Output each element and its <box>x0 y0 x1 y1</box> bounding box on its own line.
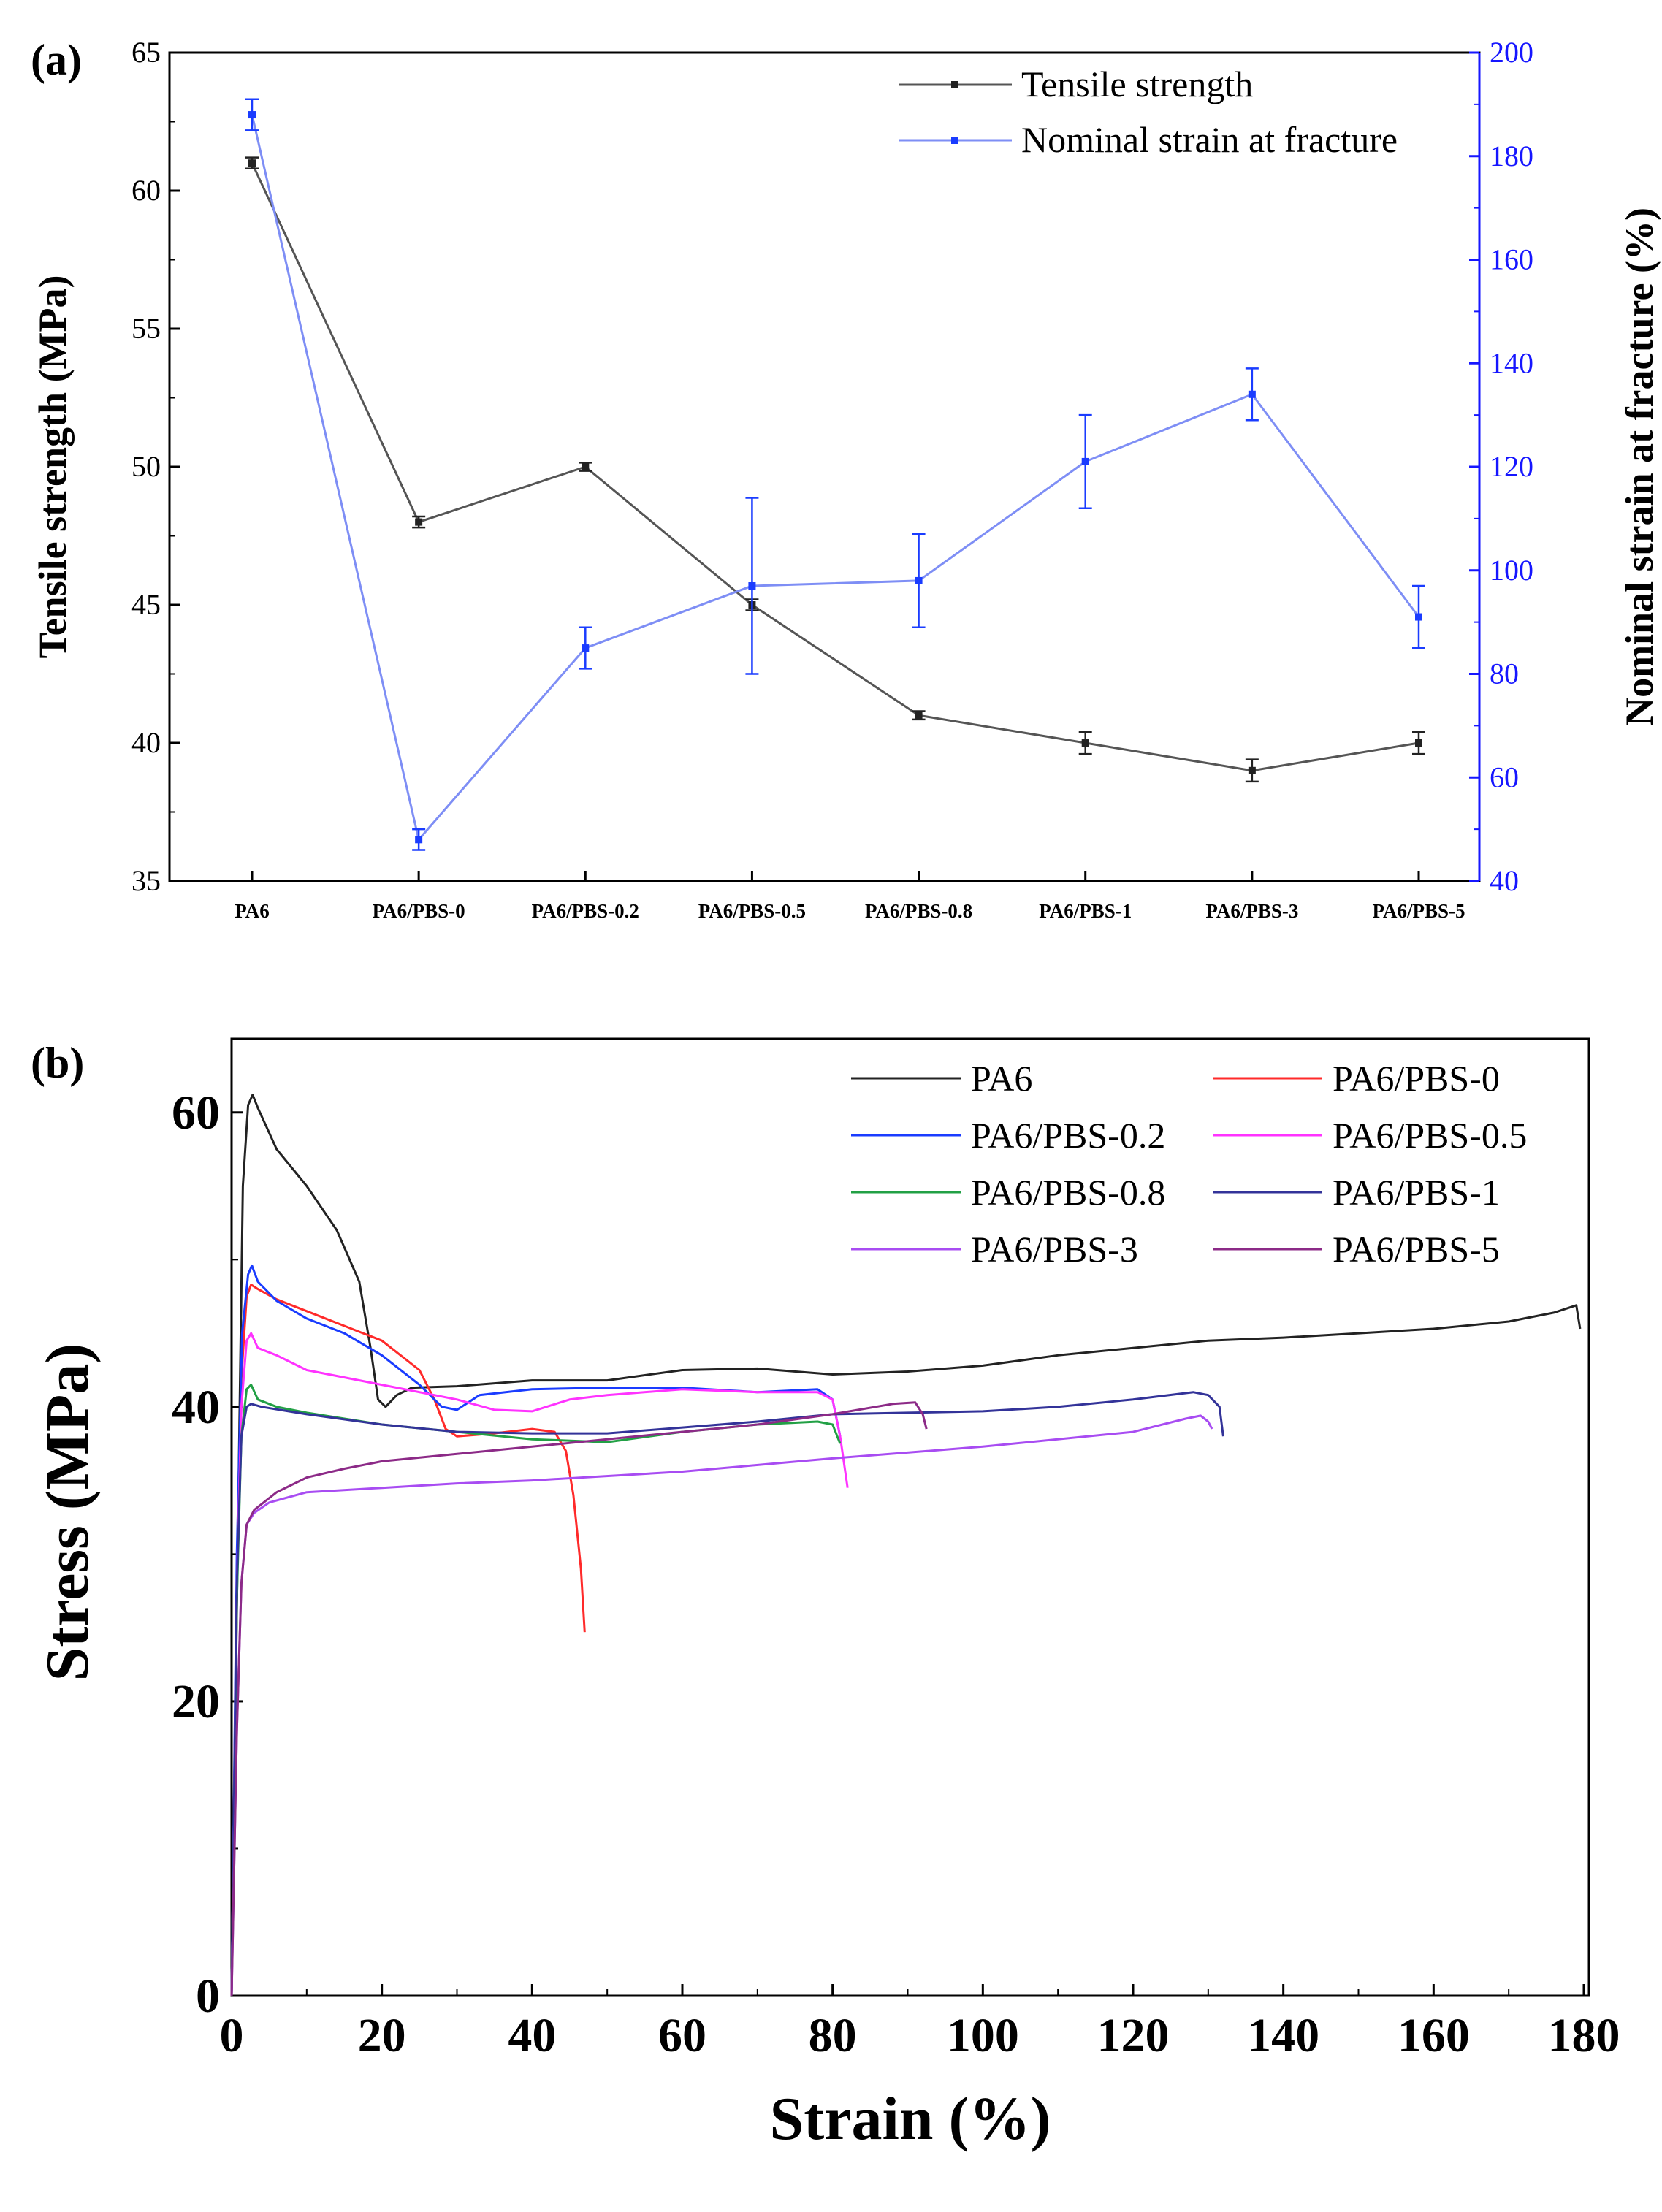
tensile-point <box>248 159 256 167</box>
legend-label-pa6-pbs-0: PA6/PBS-0 <box>1333 1058 1500 1099</box>
strain-point <box>1415 613 1422 621</box>
strain-point <box>748 582 756 590</box>
panel-b-frame <box>230 1037 1590 1997</box>
strain-x-tick-label: 180 <box>1548 2009 1620 2062</box>
legend-strain-marker <box>951 137 958 144</box>
stress-strain-curves <box>230 1094 1582 1996</box>
legend-label-pa6-pbs-5: PA6/PBS-5 <box>1333 1229 1500 1270</box>
right-y-tick-label: 160 <box>1490 243 1533 276</box>
strain-x-tick-label: 20 <box>358 2009 406 2062</box>
tensile-point <box>582 463 590 470</box>
strain-x-tick-label: 100 <box>947 2009 1019 2062</box>
legend-label-pa6-pbs-0-2: PA6/PBS-0.2 <box>971 1115 1165 1156</box>
strain-x-tick-label: 0 <box>220 2009 244 2062</box>
legend-label-pa6: PA6 <box>971 1058 1032 1099</box>
strain-point <box>1248 390 1256 398</box>
strain-x-tick-label: 40 <box>508 2009 556 2062</box>
legend-strain-label: Nominal strain at fracture <box>1021 119 1398 160</box>
legend-tensile-marker <box>951 81 958 88</box>
stress-y-tick-label: 60 <box>172 1086 220 1140</box>
panel-b-legend: PA6 PA6/PBS-0 PA6/PBS-0.2 PA6/PBS-0.5 PA6/PB… <box>851 1058 1527 1270</box>
left-y-axis: 35 40 45 50 55 60 65 <box>131 36 180 897</box>
right-y-tick-label: 120 <box>1490 450 1533 483</box>
tensile-point <box>1248 766 1256 774</box>
strain-x-tick-label: 60 <box>658 2009 706 2062</box>
strain-x-tick-label: 160 <box>1398 2009 1470 2062</box>
x-category-label: PA6/PBS-0.5 <box>698 900 806 922</box>
left-y-tick-label: 35 <box>131 864 161 897</box>
x-category-label: PA6/PBS-3 <box>1205 900 1298 922</box>
tensile-point <box>1415 739 1422 747</box>
strain-point <box>248 111 256 119</box>
left-y-tick-label: 45 <box>131 588 161 621</box>
strain-point <box>1081 457 1089 465</box>
legend-tensile-label: Tensile strength <box>1021 64 1253 104</box>
strain-x-axis: 0 20 40 60 80 100 120 140 160 180 <box>220 1984 1620 2062</box>
panel-a-label: (a) <box>31 36 82 84</box>
stress-y-axis-title: Stress (MPa) <box>34 1343 102 1682</box>
legend-label-pa6-pbs-1: PA6/PBS-1 <box>1333 1172 1500 1213</box>
series-tensile-strength <box>245 156 1425 783</box>
tensile-point <box>415 518 423 526</box>
curve-pa6-pbs-5 <box>230 1401 928 1996</box>
tensile-point <box>915 712 923 720</box>
legend-label-pa6-pbs-0-8: PA6/PBS-0.8 <box>971 1172 1165 1213</box>
right-y-tick-label: 100 <box>1490 554 1533 587</box>
stress-y-axis: 0 20 40 60 <box>172 1086 243 2023</box>
right-y-tick-label: 200 <box>1490 36 1533 69</box>
panel-b: (b) 0 20 40 60 0 20 40 60 80 100 120 140 160 180 Str… <box>31 1037 1620 2153</box>
strain-x-tick-label: 120 <box>1097 2009 1170 2062</box>
tensile-point <box>1081 739 1089 747</box>
strain-point <box>415 836 423 844</box>
right-y-axis: 40 60 80 100 120 140 160 180 200 <box>1469 36 1533 897</box>
category-x-axis: PA6 PA6/PBS-0 PA6/PBS-0.2 PA6/PBS-0.5 PA6/PB… <box>235 871 1465 922</box>
strain-line <box>251 114 1420 842</box>
strain-x-tick-label: 140 <box>1247 2009 1319 2062</box>
stress-y-tick-label: 20 <box>172 1675 220 1728</box>
x-category-label: PA6/PBS-0 <box>373 900 465 922</box>
strain-x-axis-title: Strain (%) <box>770 2085 1051 2153</box>
panel-b-label: (b) <box>31 1039 84 1087</box>
series-nominal-strain <box>245 98 1425 851</box>
curve-pa6-pbs-0-5 <box>230 1332 849 1996</box>
left-y-tick-label: 55 <box>131 312 161 345</box>
right-y-tick-label: 60 <box>1490 760 1519 793</box>
legend-label-pa6-pbs-3: PA6/PBS-3 <box>971 1229 1138 1270</box>
panel-a: (a) 35 40 45 50 55 60 65 40 60 80 100 120 140 160 180… <box>31 36 1661 922</box>
strain-point <box>582 644 590 652</box>
left-y-tick-label: 60 <box>131 174 161 207</box>
right-y-tick-label: 80 <box>1490 657 1519 690</box>
stress-y-tick-label: 40 <box>172 1381 220 1434</box>
x-category-label: PA6/PBS-1 <box>1039 900 1132 922</box>
left-y-tick-label: 65 <box>131 36 161 69</box>
right-y-axis-title: Nominal strain at fracture (%) <box>1617 207 1661 726</box>
curve-pa6-pbs-1 <box>230 1391 1224 1996</box>
right-y-tick-label: 180 <box>1490 140 1533 172</box>
x-category-label: PA6 <box>235 900 270 922</box>
x-category-label: PA6/PBS-0.2 <box>532 900 639 922</box>
strain-x-tick-label: 80 <box>809 2009 857 2062</box>
tensile-line <box>251 162 1419 772</box>
left-y-tick-label: 40 <box>131 726 161 759</box>
legend-label-pa6-pbs-0-5: PA6/PBS-0.5 <box>1333 1115 1527 1156</box>
x-category-label: PA6/PBS-5 <box>1373 900 1465 922</box>
panel-a-legend: Tensile strength Nominal strain at fract… <box>899 64 1398 160</box>
left-y-axis-title: Tensile strength (MPa) <box>31 275 75 659</box>
left-y-tick-label: 50 <box>131 450 161 483</box>
strain-point <box>915 576 923 584</box>
stress-y-tick-label: 0 <box>196 1969 220 2023</box>
curve-pa6 <box>230 1094 1582 1996</box>
right-y-tick-label: 40 <box>1490 864 1519 897</box>
x-category-label: PA6/PBS-0.8 <box>865 900 972 922</box>
right-y-tick-label: 140 <box>1490 346 1533 379</box>
